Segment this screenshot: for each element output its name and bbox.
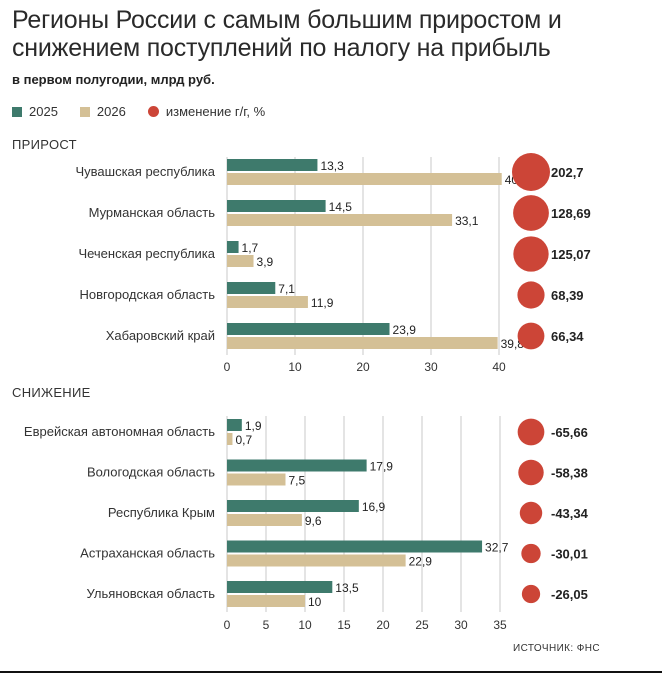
bar-2025-label-0-2: 1,7 — [242, 241, 259, 255]
bar-2025-1-3 — [227, 540, 483, 553]
category-label-0-3: Новгородская область — [80, 287, 216, 302]
x-tick-label-0-0: 0 — [224, 360, 231, 374]
bar-2026-0-3 — [227, 296, 308, 308]
bar-2025-label-1-4: 13,5 — [335, 581, 359, 595]
chart-title: Регионы России с самым большим приростом… — [12, 6, 562, 62]
bar-2026-label-0-1: 33,1 — [455, 214, 479, 228]
change-label-0-3: 68,39 — [551, 288, 584, 303]
legend-item-2025: 2025 — [12, 104, 58, 119]
source-note: ИСТОЧНИК: ФНС — [513, 643, 600, 654]
category-label-1-3: Астраханская область — [80, 546, 215, 561]
x-tick-label-1-4: 20 — [376, 618, 390, 632]
bar-2026-label-1-4: 10 — [308, 595, 322, 609]
x-tick-label-1-2: 10 — [298, 618, 312, 632]
category-label-1-1: Вологодская область — [87, 465, 215, 480]
bar-2025-1-0 — [227, 419, 242, 431]
bar-2025-1-1 — [227, 459, 367, 472]
legend-item-change: изменение г/г, % — [147, 104, 266, 119]
x-tick-label-1-5: 25 — [415, 618, 429, 632]
bar-2025-label-1-2: 16,9 — [362, 500, 386, 514]
bar-2025-0-2 — [227, 241, 239, 253]
bar-2025-0-3 — [227, 282, 276, 294]
x-tick-label-1-6: 30 — [454, 618, 468, 632]
x-tick-label-1-1: 5 — [263, 618, 270, 632]
change-label-1-2: -43,34 — [551, 506, 589, 521]
change-label-0-4: 66,34 — [551, 329, 584, 344]
chart-subtitle: в первом полугодии, млрд руб. — [12, 72, 215, 87]
change-circle-1-3 — [521, 543, 541, 564]
change-circle-1-2 — [519, 501, 543, 525]
legend-swatch-change — [147, 106, 159, 117]
bar-2026-label-1-1: 7,5 — [289, 474, 306, 488]
bar-2025-label-1-3: 32,7 — [485, 541, 509, 555]
bar-2026-label-1-2: 9,6 — [305, 514, 322, 528]
change-label-1-0: -65,66 — [551, 425, 588, 440]
bar-2026-label-0-3: 11,9 — [311, 296, 334, 310]
change-label-0-2: 125,07 — [551, 247, 591, 262]
bar-2026-0-2 — [227, 255, 254, 267]
change-circle-0-3 — [517, 281, 545, 309]
x-tick-label-0-3: 30 — [424, 360, 438, 374]
section-title-1: СНИЖЕНИЕ — [12, 385, 91, 400]
legend-swatch-2026 — [79, 106, 90, 117]
category-label-1-4: Ульяновская область — [87, 586, 216, 601]
bar-2025-1-4 — [227, 581, 333, 593]
bar-2025-label-0-3: 7,1 — [278, 282, 295, 296]
bar-2026-label-0-2: 3,9 — [257, 255, 274, 269]
bar-2025-label-0-1: 14,5 — [329, 200, 353, 214]
bar-2025-label-0-4: 23,9 — [393, 323, 417, 337]
change-label-0-0: 202,7 — [551, 165, 584, 180]
category-label-0-1: Мурманская область — [89, 205, 216, 220]
change-label-1-3: -30,01 — [551, 547, 588, 562]
change-circle-1-0 — [517, 418, 545, 446]
bar-2026-label-1-3: 22,9 — [409, 555, 433, 569]
bar-2026-label-1-0: 0,7 — [235, 433, 252, 447]
x-tick-label-1-3: 15 — [337, 618, 351, 632]
category-label-0-0: Чувашская республика — [76, 164, 216, 179]
category-label-1-2: Республика Крым — [108, 505, 215, 520]
bar-2026-0-4 — [227, 337, 498, 349]
legend-swatch-2025 — [12, 106, 22, 117]
bar-2026-0-1 — [227, 214, 453, 226]
category-label-0-4: Хабаровский край — [106, 328, 215, 343]
change-circle-1-4 — [521, 584, 541, 604]
bar-2025-1-2 — [227, 500, 359, 512]
category-label-0-2: Чеченская республика — [78, 246, 215, 261]
legend: 2025 2026 изменение г/г, % — [12, 104, 287, 119]
bar-2025-label-1-1: 17,9 — [370, 460, 394, 474]
section-title-0: ПРИРОСТ — [12, 137, 77, 152]
bar-2025-label-1-0: 1,9 — [245, 419, 262, 433]
bar-2025-0-0 — [227, 159, 318, 171]
x-tick-label-1-7: 35 — [493, 618, 507, 632]
legend-label-2026: 2026 — [96, 104, 126, 119]
change-label-0-1: 128,69 — [551, 206, 591, 221]
bar-2026-1-3 — [227, 554, 406, 567]
bar-2025-label-0-0: 13,3 — [320, 159, 344, 173]
legend-label-change: изменение г/г, % — [165, 104, 266, 119]
category-label-1-0: Еврейская автономная область — [24, 424, 215, 439]
bar-2026-1-1 — [227, 473, 286, 486]
x-tick-label-1-0: 0 — [224, 618, 231, 632]
change-circle-1-1 — [518, 459, 544, 486]
bar-2025-0-1 — [227, 200, 326, 212]
change-circle-0-2 — [513, 236, 549, 272]
bar-2026-1-4 — [227, 595, 305, 607]
x-tick-label-0-4: 40 — [492, 360, 506, 374]
change-circle-0-1 — [513, 195, 549, 231]
x-tick-label-0-1: 10 — [288, 360, 302, 374]
change-label-1-1: -58,38 — [551, 466, 588, 481]
bar-2026-1-2 — [227, 514, 302, 526]
change-label-1-4: -26,05 — [551, 587, 588, 602]
bottom-rule — [0, 671, 662, 673]
change-circle-0-4 — [517, 322, 545, 350]
legend-label-2025: 2025 — [29, 104, 58, 119]
bar-2026-1-0 — [227, 433, 233, 445]
legend-item-2026: 2026 — [79, 104, 126, 119]
x-tick-label-0-2: 20 — [356, 360, 370, 374]
bar-2025-0-4 — [227, 323, 390, 335]
change-circle-0-0 — [512, 153, 550, 191]
bar-2026-0-0 — [227, 173, 502, 185]
